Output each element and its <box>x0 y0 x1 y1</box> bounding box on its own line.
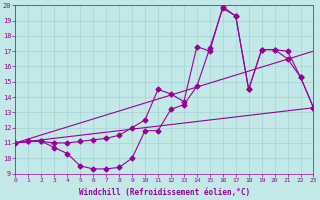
X-axis label: Windchill (Refroidissement éolien,°C): Windchill (Refroidissement éolien,°C) <box>79 188 250 197</box>
